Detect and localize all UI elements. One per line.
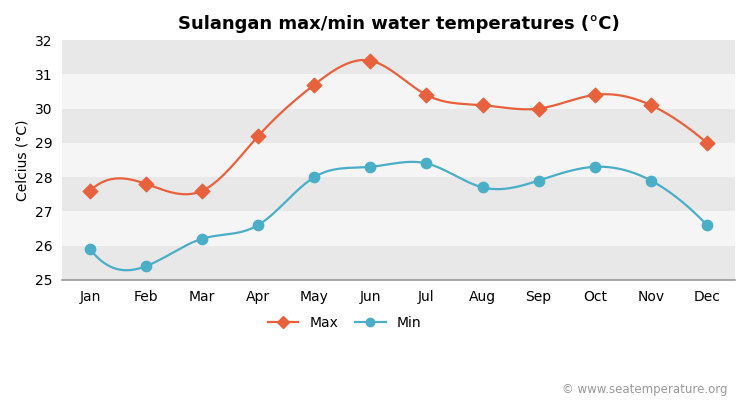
Point xyxy=(308,82,320,88)
Point xyxy=(364,164,376,170)
Bar xyxy=(62,143,735,177)
Point xyxy=(421,92,433,98)
Point xyxy=(532,106,544,112)
Point xyxy=(196,188,208,194)
Point xyxy=(308,174,320,180)
Bar xyxy=(62,74,735,109)
Point xyxy=(364,58,376,64)
Bar xyxy=(62,109,735,143)
Point xyxy=(84,246,96,252)
Point xyxy=(421,160,433,167)
Point xyxy=(140,263,152,269)
Point xyxy=(476,184,488,190)
Point xyxy=(252,222,264,228)
Point xyxy=(645,102,657,108)
Bar xyxy=(62,177,735,211)
Point xyxy=(589,92,601,98)
Point xyxy=(252,133,264,139)
Point xyxy=(645,177,657,184)
Bar xyxy=(62,246,735,280)
Point xyxy=(140,181,152,187)
Point xyxy=(84,188,96,194)
Point xyxy=(532,177,544,184)
Text: © www.seatemperature.org: © www.seatemperature.org xyxy=(562,383,728,396)
Point xyxy=(701,140,713,146)
Bar xyxy=(62,211,735,246)
Point xyxy=(196,236,208,242)
Point xyxy=(701,222,713,228)
Y-axis label: Celcius (°C): Celcius (°C) xyxy=(15,119,29,201)
Bar xyxy=(62,40,735,74)
Point xyxy=(476,102,488,108)
Title: Sulangan max/min water temperatures (°C): Sulangan max/min water temperatures (°C) xyxy=(178,15,620,33)
Point xyxy=(589,164,601,170)
Legend: Max, Min: Max, Min xyxy=(262,310,427,335)
